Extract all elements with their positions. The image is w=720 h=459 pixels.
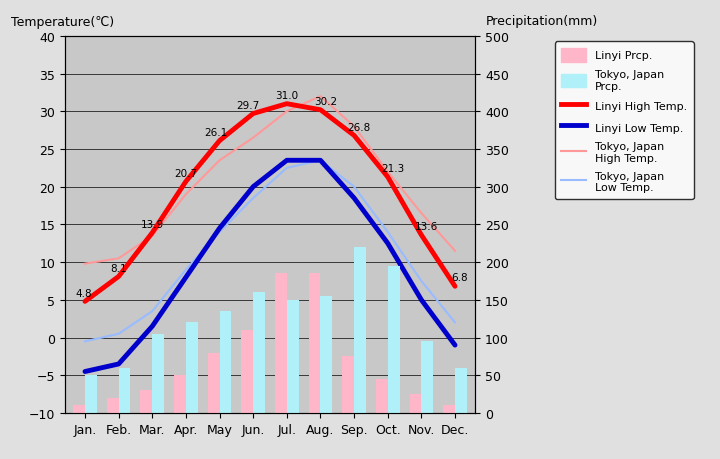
Bar: [174, 375, 186, 413]
Text: 8.1: 8.1: [110, 263, 127, 273]
Bar: [119, 368, 130, 413]
Bar: [73, 406, 85, 413]
Bar: [220, 312, 231, 413]
Bar: [354, 247, 366, 413]
Text: 4.8: 4.8: [75, 288, 91, 298]
Bar: [241, 330, 253, 413]
Bar: [444, 406, 455, 413]
Bar: [455, 368, 467, 413]
Text: 13.9: 13.9: [140, 219, 164, 230]
Text: 26.1: 26.1: [204, 128, 228, 138]
Bar: [342, 357, 354, 413]
Bar: [152, 334, 164, 413]
Bar: [140, 391, 152, 413]
Bar: [388, 266, 400, 413]
Bar: [309, 274, 320, 413]
Legend: Linyi Prcp., Tokyo, Japan
Prcp., Linyi High Temp., Linyi Low Temp., Tokyo, Japan: Linyi Prcp., Tokyo, Japan Prcp., Linyi H…: [554, 42, 693, 200]
Text: 31.0: 31.0: [275, 91, 298, 101]
Text: 29.7: 29.7: [236, 101, 260, 111]
Text: 30.2: 30.2: [314, 97, 337, 107]
Bar: [253, 293, 265, 413]
Bar: [320, 297, 332, 413]
Bar: [376, 379, 388, 413]
Bar: [208, 353, 220, 413]
Text: 21.3: 21.3: [381, 164, 405, 174]
Bar: [287, 300, 299, 413]
Text: 6.8: 6.8: [451, 273, 469, 283]
Bar: [186, 323, 198, 413]
Bar: [275, 274, 287, 413]
Text: 26.8: 26.8: [348, 123, 371, 132]
Text: Temperature(℃): Temperature(℃): [12, 16, 114, 29]
Text: 20.7: 20.7: [174, 168, 197, 178]
Bar: [410, 394, 421, 413]
Text: 13.6: 13.6: [415, 222, 438, 232]
Bar: [85, 375, 96, 413]
Text: Precipitation(mm): Precipitation(mm): [486, 15, 598, 28]
Bar: [107, 398, 119, 413]
Bar: [421, 341, 433, 413]
